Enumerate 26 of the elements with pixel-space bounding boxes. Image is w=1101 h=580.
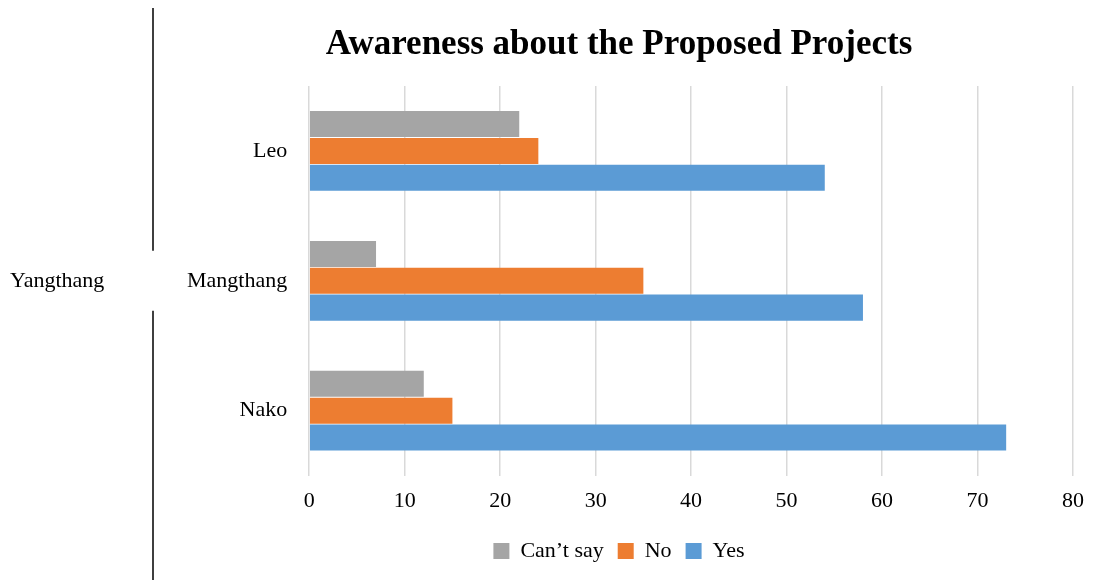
bar — [309, 164, 825, 191]
bar — [309, 397, 453, 424]
bar — [309, 111, 520, 138]
x-tick-label: 20 — [489, 486, 512, 512]
bar — [309, 370, 424, 397]
x-tick-label: 80 — [1062, 486, 1084, 512]
x-tick-label: 10 — [393, 486, 416, 512]
legend-label: Can’t say — [520, 536, 604, 562]
bar — [309, 424, 1007, 451]
bar — [309, 240, 377, 267]
x-tick-label: 0 — [303, 486, 315, 512]
x-tick-label: 60 — [871, 486, 894, 512]
x-tick-label: 70 — [966, 486, 989, 512]
bar — [309, 294, 863, 321]
y-tick-label: Nako — [239, 396, 288, 422]
legend-label: Yes — [712, 536, 745, 562]
y-tick-label: Mangthang — [187, 266, 288, 292]
y-axis-title: Yangthang — [10, 266, 105, 292]
x-tick-label: 40 — [680, 486, 703, 512]
chart-title: Awareness about the Proposed Projects — [325, 23, 913, 63]
legend-label: No — [644, 536, 672, 562]
bar — [309, 137, 539, 164]
x-tick-label: 50 — [775, 486, 798, 512]
x-tick-label: 30 — [584, 486, 607, 512]
bar — [309, 267, 644, 294]
y-tick-label: Leo — [253, 136, 288, 162]
